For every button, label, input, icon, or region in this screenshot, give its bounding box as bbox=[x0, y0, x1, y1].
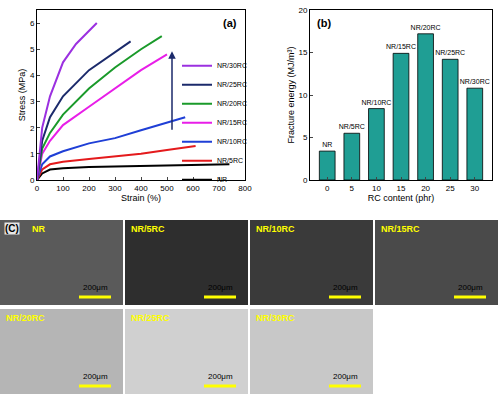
svg-text:(C): (C) bbox=[5, 223, 19, 234]
svg-text:200μm: 200μm bbox=[83, 283, 108, 292]
svg-text:NR/5RC: NR/5RC bbox=[131, 224, 165, 234]
svg-text:3: 3 bbox=[30, 97, 35, 106]
svg-text:NR/10RC: NR/10RC bbox=[256, 224, 295, 234]
svg-text:NR/20RC: NR/20RC bbox=[6, 313, 45, 323]
svg-text:4: 4 bbox=[30, 71, 35, 80]
svg-text:NR: NR bbox=[217, 176, 227, 183]
svg-text:25: 25 bbox=[446, 184, 455, 193]
svg-text:(b): (b) bbox=[317, 17, 331, 29]
svg-text:NR: NR bbox=[32, 224, 45, 234]
svg-text:0: 0 bbox=[35, 184, 40, 193]
svg-text:5: 5 bbox=[30, 45, 35, 54]
svg-text:Fracture energy (MJ/m³): Fracture energy (MJ/m³) bbox=[286, 46, 296, 143]
svg-text:10: 10 bbox=[298, 91, 307, 100]
svg-text:200μm: 200μm bbox=[208, 372, 233, 381]
svg-text:(a): (a) bbox=[223, 17, 237, 29]
svg-text:0: 0 bbox=[303, 176, 308, 185]
svg-text:NR/20RC: NR/20RC bbox=[217, 100, 247, 107]
svg-text:15: 15 bbox=[298, 48, 307, 57]
svg-text:600: 600 bbox=[186, 184, 200, 193]
svg-text:1: 1 bbox=[30, 150, 35, 159]
svg-text:NR/30RC: NR/30RC bbox=[460, 78, 490, 85]
svg-text:20: 20 bbox=[298, 6, 307, 15]
svg-text:2: 2 bbox=[30, 123, 35, 132]
svg-text:400: 400 bbox=[134, 184, 148, 193]
svg-text:200μm: 200μm bbox=[83, 372, 108, 381]
svg-text:0: 0 bbox=[30, 176, 35, 185]
svg-text:NR/25RC: NR/25RC bbox=[435, 49, 465, 56]
svg-text:NR/30RC: NR/30RC bbox=[256, 313, 295, 323]
svg-text:200: 200 bbox=[82, 184, 96, 193]
svg-text:NR: NR bbox=[322, 141, 332, 148]
svg-text:10: 10 bbox=[372, 184, 381, 193]
svg-text:NR/25RC: NR/25RC bbox=[131, 313, 170, 323]
svg-text:700: 700 bbox=[212, 184, 226, 193]
svg-text:Stress (MPa): Stress (MPa) bbox=[17, 69, 27, 122]
svg-text:300: 300 bbox=[108, 184, 122, 193]
svg-text:30: 30 bbox=[470, 184, 479, 193]
svg-text:5: 5 bbox=[303, 133, 308, 142]
svg-text:200μm: 200μm bbox=[208, 283, 233, 292]
svg-text:NR/30RC: NR/30RC bbox=[217, 62, 247, 69]
svg-text:500: 500 bbox=[160, 184, 174, 193]
svg-text:6: 6 bbox=[30, 19, 35, 28]
svg-text:NR/20RC: NR/20RC bbox=[411, 24, 441, 31]
svg-text:NR/10RC: NR/10RC bbox=[361, 99, 391, 106]
svg-text:NR/15RC: NR/15RC bbox=[381, 224, 420, 234]
svg-text:Strain (%): Strain (%) bbox=[121, 193, 161, 203]
svg-text:NR/25RC: NR/25RC bbox=[217, 81, 247, 88]
svg-text:200μm: 200μm bbox=[458, 283, 483, 292]
svg-text:NR/5RC: NR/5RC bbox=[339, 123, 365, 130]
svg-text:15: 15 bbox=[397, 184, 406, 193]
svg-text:NR/15RC: NR/15RC bbox=[217, 119, 247, 126]
svg-text:100: 100 bbox=[56, 184, 70, 193]
svg-text:200μm: 200μm bbox=[333, 283, 358, 292]
svg-text:20: 20 bbox=[421, 184, 430, 193]
svg-text:5: 5 bbox=[350, 184, 355, 193]
svg-text:NR/5RC: NR/5RC bbox=[217, 157, 243, 164]
svg-text:0: 0 bbox=[325, 184, 330, 193]
svg-text:RC content (phr): RC content (phr) bbox=[368, 193, 435, 203]
svg-text:NR/10RC: NR/10RC bbox=[217, 138, 247, 145]
svg-text:NR/15RC: NR/15RC bbox=[386, 43, 416, 50]
svg-text:800: 800 bbox=[238, 184, 252, 193]
svg-text:200μm: 200μm bbox=[333, 372, 358, 381]
